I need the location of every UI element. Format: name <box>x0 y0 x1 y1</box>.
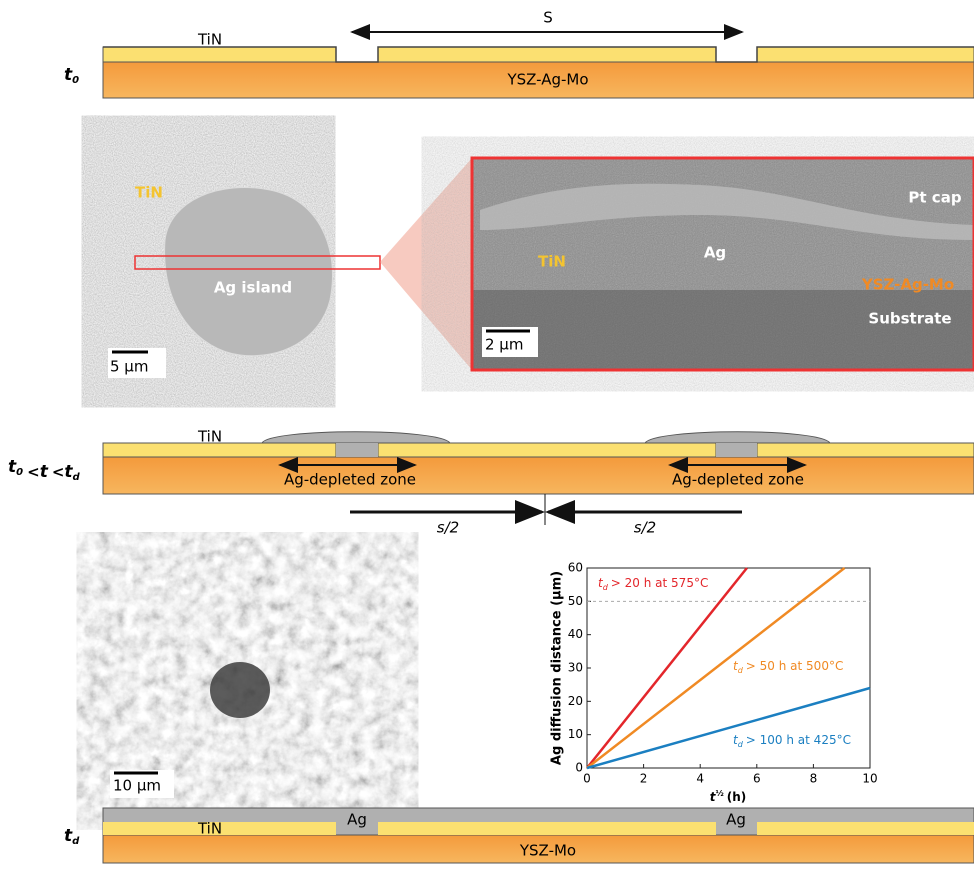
y-tick-label: 20 <box>568 694 583 708</box>
text: > 20 h at 575°C <box>611 576 709 590</box>
x-axis-label: t½(h) <box>710 788 747 804</box>
scale-label: 5 µm <box>110 358 148 376</box>
label: Ag island <box>214 279 292 297</box>
y-tick-label: 10 <box>568 727 583 741</box>
half-label: s/2 <box>634 519 656 537</box>
diagram-t: Ag-depleted zone Ag-depleted zone TiN s/… <box>8 428 974 537</box>
island-label: Ag <box>347 811 367 829</box>
subscript: d <box>72 836 80 847</box>
x-tick-label: 2 <box>640 772 648 786</box>
x-tick-label: 0 <box>583 772 591 786</box>
operator: < <box>52 463 65 481</box>
crater <box>210 662 270 718</box>
x-tick-label: 10 <box>862 772 877 786</box>
series-label: td> 20 h at 575°C <box>598 576 708 592</box>
y-axis-label: Ag diffusion distance (µm) <box>550 571 565 765</box>
text: > 100 h at 425°C <box>746 733 851 747</box>
scale-label: 2 µm <box>485 336 523 354</box>
ag-fill <box>336 443 378 457</box>
zone-label: Ag-depleted zone <box>284 471 416 489</box>
y-tick-label: 0 <box>575 761 583 775</box>
y-tick-label: 60 <box>568 561 583 575</box>
subscript: 0 <box>16 467 23 478</box>
label: Ag <box>704 244 726 262</box>
figure: S TiN YSZ-Ag-Mo t0 TiN Ag island 5 µm Pt… <box>0 0 974 895</box>
ag-mound <box>262 432 830 443</box>
layer-label: YSZ-Mo <box>519 842 576 860</box>
ag-fill <box>716 443 757 457</box>
tin-layer <box>103 47 974 62</box>
x-tick-label: 4 <box>696 772 704 786</box>
x-tick-label: 6 <box>753 772 761 786</box>
y-tick-label: 50 <box>568 594 583 608</box>
stage-label: t0<t<td <box>8 457 81 483</box>
label: TiN <box>538 253 566 271</box>
label: Substrate <box>868 310 951 328</box>
zone-label: Ag-depleted zone <box>672 471 804 489</box>
operator: < <box>27 463 40 481</box>
layer-label: YSZ-Ag-Mo <box>506 71 588 89</box>
label: Pt cap <box>908 189 961 207</box>
half-label: s/2 <box>437 519 459 537</box>
layer-label: TiN <box>197 31 222 49</box>
scale-label: 10 µm <box>113 777 161 795</box>
series-label: td> 100 h at 425°C <box>733 733 851 749</box>
diagram-t0: S TiN YSZ-Ag-Mo t0 <box>64 9 974 99</box>
zoom-wedge <box>380 158 472 370</box>
text: (h) <box>727 790 747 804</box>
subscript: 0 <box>72 75 79 86</box>
tin-layer <box>103 822 974 835</box>
text: > 50 h at 500°C <box>746 659 844 673</box>
variable: t <box>40 462 49 482</box>
optical-image: 10 µm <box>105 557 390 805</box>
x-tick-label: 8 <box>810 772 818 786</box>
y-tick-label: 40 <box>568 627 583 641</box>
label: YSZ-Ag-Mo <box>861 276 954 294</box>
island-label: Ag <box>726 811 746 829</box>
chart: Ag diffusion distance (µm) t½(h) 0102030… <box>550 561 878 804</box>
sem-image: TiN Ag island 5 µm <box>103 140 380 383</box>
substrate <box>472 290 974 370</box>
cross-section: Pt cap Ag TiN YSZ-Ag-Mo Substrate 2 µm <box>472 158 974 370</box>
base-layer <box>103 457 974 494</box>
tin-layer <box>103 443 974 457</box>
series-label: td> 50 h at 500°C <box>733 659 843 675</box>
subscript: d <box>73 472 81 483</box>
layer-label: TiN <box>197 428 222 446</box>
superscript: ½ <box>715 788 723 798</box>
stage-label: td <box>64 826 80 847</box>
label: TiN <box>135 184 163 202</box>
y-tick-label: 30 <box>568 661 583 675</box>
stage-label: t0 <box>64 65 79 86</box>
diagram-td: TiN Ag Ag YSZ-Mo td <box>64 808 974 863</box>
span-label: S <box>543 9 553 27</box>
layer-label: TiN <box>197 820 222 838</box>
